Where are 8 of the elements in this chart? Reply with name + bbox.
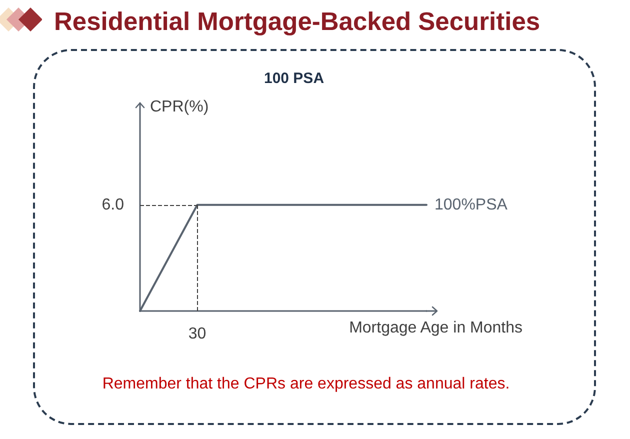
series-label: 100%PSA bbox=[434, 196, 508, 214]
chart-title: Residential Mortgage-Backed Securities bbox=[54, 8, 540, 36]
chart-subtitle: 100 PSA bbox=[264, 70, 324, 87]
x-axis-title: Mortgage Age in Months bbox=[349, 320, 522, 336]
text: Remember that the CPRs are expressed as annual rates. bbox=[102, 376, 510, 392]
text: 6.0 bbox=[102, 196, 124, 214]
text: 30 bbox=[188, 326, 206, 342]
text: CPR(%) bbox=[150, 98, 209, 116]
